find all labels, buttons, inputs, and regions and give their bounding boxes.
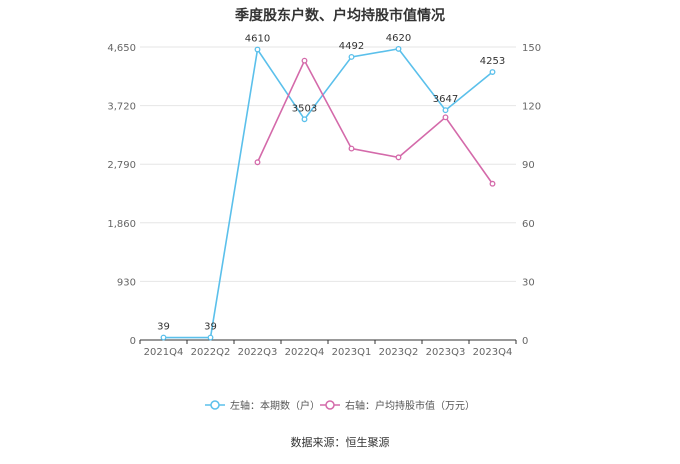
legend-label: 左轴：本期数（户） <box>230 399 320 412</box>
left-tick-label: 930 <box>117 277 136 288</box>
legend-item-1[interactable]: 左轴：本期数（户） <box>205 399 320 412</box>
x-tick-label: 2021Q4 <box>144 347 184 358</box>
series-point[interactable] <box>489 69 496 75</box>
series-point[interactable] <box>348 54 355 60</box>
legend-item-2[interactable]: 右轴：户均持股市值（万元） <box>320 399 475 412</box>
x-tick-label: 2022Q3 <box>238 347 278 358</box>
axes: 0 930 1,860 2,790 3,720 4,650 0 30 60 90 120 150 202… <box>107 43 541 358</box>
right-tick-label: 120 <box>522 102 541 113</box>
series-point[interactable] <box>442 107 449 114</box>
left-tick-label: 0 <box>130 336 136 347</box>
series-point[interactable] <box>442 114 449 121</box>
data-label: 4610 <box>245 34 270 45</box>
series-line-2 <box>256 58 494 185</box>
series-point[interactable] <box>301 116 308 123</box>
x-tick-label: 2022Q4 <box>285 347 325 358</box>
series-point[interactable] <box>254 159 261 166</box>
series-point[interactable] <box>489 180 496 187</box>
right-tick-label: 150 <box>522 43 541 54</box>
series-layer: 39 39 4610 3503 4492 4620 3647 4253 <box>157 33 505 341</box>
series-point[interactable] <box>160 334 167 341</box>
x-tick-label: 2023Q4 <box>473 347 513 358</box>
right-tick-label: 90 <box>522 160 535 171</box>
series-point[interactable] <box>395 154 402 161</box>
data-label: 39 <box>204 322 217 333</box>
data-label: 39 <box>157 322 170 333</box>
series-point[interactable] <box>348 145 355 152</box>
source-note: 数据来源：恒生聚源 <box>291 435 390 449</box>
legend[interactable]: 左轴：本期数（户） 右轴：户均持股市值（万元） <box>205 399 475 412</box>
x-tick-label: 2022Q2 <box>191 347 231 358</box>
series-line-1 <box>163 47 494 339</box>
x-tick-label: 2023Q2 <box>379 347 419 358</box>
legend-marker-icon <box>325 400 335 410</box>
right-tick-label: 30 <box>522 277 535 288</box>
legend-label: 右轴：户均持股市值（万元） <box>345 399 475 412</box>
data-label: 3503 <box>292 103 317 114</box>
series-point[interactable] <box>395 45 402 52</box>
left-tick-label: 2,790 <box>107 160 136 171</box>
left-tick-label: 4,650 <box>107 43 136 54</box>
chart-title: 季度股东户数、户均持股市值情况 <box>234 7 445 24</box>
series-point[interactable] <box>301 57 308 64</box>
x-tick-label: 2023Q3 <box>426 347 466 358</box>
left-tick-label: 3,720 <box>107 102 136 113</box>
data-label: 4492 <box>339 41 364 52</box>
right-tick-label: 0 <box>522 336 528 347</box>
data-label: 4253 <box>480 56 505 67</box>
data-label: 3647 <box>433 94 458 105</box>
data-label: 4620 <box>386 33 411 44</box>
left-tick-label: 1,860 <box>107 219 136 230</box>
series-point[interactable] <box>254 46 261 53</box>
x-tick-label: 2023Q1 <box>332 347 372 358</box>
legend-marker-icon <box>210 400 220 410</box>
right-tick-label: 60 <box>522 219 535 230</box>
series-point[interactable] <box>207 334 214 341</box>
grid-lines <box>140 46 516 282</box>
